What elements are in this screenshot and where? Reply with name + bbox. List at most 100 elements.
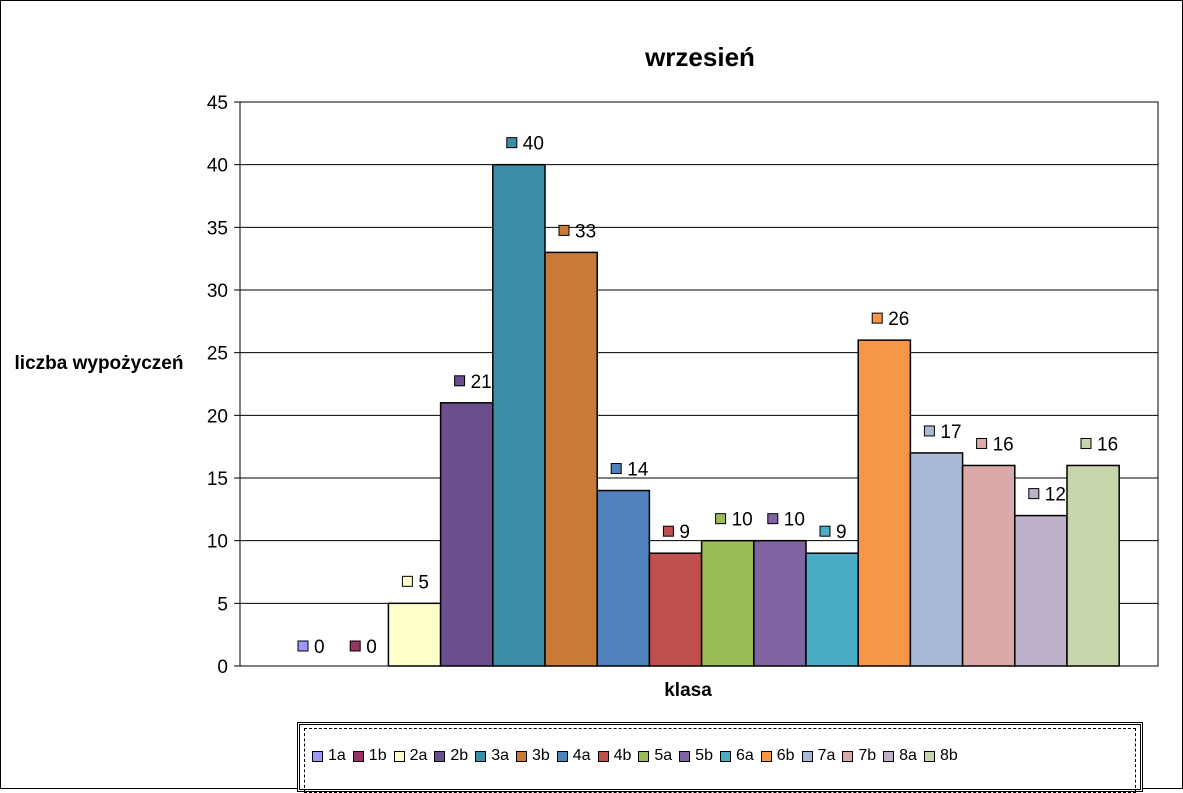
legend-label: 1b: [368, 747, 387, 764]
plot-area: [239, 101, 1159, 667]
data-label-marker: [871, 312, 883, 324]
data-label-marker: [819, 525, 831, 537]
legend-swatch: [760, 750, 772, 762]
legend-label: 4a: [572, 747, 591, 764]
legend-swatch: [434, 750, 446, 762]
bar-4b: [648, 552, 703, 667]
y-tick-label: 35: [207, 218, 228, 239]
legend-label: 5b: [695, 747, 713, 764]
legend-items: 1a 1b 2a 2b 3a 3b 4a 4b 5a 5b 6a 6b 7a 7b 8a 8b: [312, 747, 965, 765]
y-tick-label: 40: [207, 156, 228, 177]
data-label-6b: 26: [888, 309, 909, 330]
legend-swatch: [842, 750, 854, 762]
legend-label: 6b: [776, 747, 795, 764]
data-labels: 0 0 5 21 40 33 14 9 10 10 9 26 17 16 12 16: [297, 134, 1118, 658]
legend-swatch: [475, 750, 487, 762]
data-label-marker: [976, 437, 988, 449]
data-label-marker: [1080, 437, 1092, 449]
legend-swatch: [393, 750, 405, 762]
data-label-2b: 21: [471, 372, 492, 393]
legend-label: 5a: [654, 747, 673, 764]
bar-5b: [753, 539, 807, 667]
y-tick-label: 25: [207, 344, 228, 365]
y-tick-label: 45: [207, 93, 228, 114]
legend-item-6a: 6a: [719, 747, 754, 765]
legend-label: 4b: [613, 747, 632, 764]
legend-swatch: [597, 750, 609, 762]
legend-label: 7b: [858, 747, 877, 764]
legend-label: 7a: [817, 747, 836, 764]
legend-swatch: [801, 750, 813, 762]
y-tick-labels: 0 5 10 15 20 25 30 35 40 45: [207, 93, 240, 678]
data-label-marker: [401, 575, 413, 587]
data-label-marker: [454, 375, 466, 387]
legend-item-7a: 7a: [801, 747, 836, 765]
data-label-4b: 9: [679, 522, 690, 543]
data-label-1a: 0: [314, 637, 325, 658]
data-label-8b: 16: [1097, 434, 1118, 455]
bar-2b: [439, 402, 494, 667]
bar-6b: [857, 339, 912, 667]
legend-label: 1a: [328, 747, 346, 764]
chart-title: wrzesień: [645, 42, 755, 72]
y-tick-label: 20: [207, 406, 228, 427]
data-label-marker: [1028, 488, 1040, 500]
legend-label: 2a: [409, 747, 428, 764]
legend-label: 8a: [899, 747, 917, 764]
bar-3a: [492, 163, 546, 667]
legend-label: 2b: [450, 747, 469, 764]
bar-7a: [909, 452, 964, 667]
y-tick-label: 15: [207, 469, 228, 490]
legend: 1a 1b 2a 2b 3a 3b 4a 4b 5a 5b 6a 6b 7a 7b 8a 8b: [297, 722, 1143, 793]
data-label-3a: 40: [523, 134, 544, 155]
legend-item-8b: 8b: [923, 747, 958, 765]
bar-3b: [544, 251, 598, 667]
legend-item-1a: 1a: [312, 747, 346, 765]
bar-5a: [700, 539, 755, 667]
legend-swatch: [719, 750, 731, 762]
data-label-5b: 10: [784, 510, 805, 531]
legend-swatch: [923, 750, 935, 762]
legend-swatch: [352, 750, 364, 762]
y-tick-label: 0: [217, 657, 228, 678]
bar-6a: [805, 552, 859, 667]
data-label-marker: [558, 224, 570, 236]
y-axis-label: liczba wypożyczeń: [14, 353, 184, 374]
legend-label: 6a: [735, 747, 754, 764]
legend-item-5a: 5a: [638, 747, 672, 765]
legend-item-8a: 8a: [883, 747, 917, 765]
data-label-7a: 17: [940, 422, 961, 443]
bars: [387, 163, 1120, 667]
data-label-2a: 5: [418, 572, 429, 593]
data-label-8a: 12: [1045, 485, 1066, 506]
legend-swatch: [638, 750, 650, 762]
legend-swatch: [556, 750, 568, 762]
legend-label: 3b: [531, 747, 550, 764]
data-label-marker: [349, 640, 361, 652]
data-label-5a: 10: [732, 510, 753, 531]
bar-7b: [961, 464, 1016, 667]
data-label-marker: [506, 137, 518, 149]
legend-item-7b: 7b: [842, 747, 876, 765]
data-label-marker: [662, 525, 674, 537]
legend-swatch: [312, 750, 323, 762]
data-label-marker: [297, 640, 309, 652]
data-label-marker: [923, 425, 935, 437]
legend-item-2a: 2a: [393, 747, 428, 765]
legend-item-4a: 4a: [556, 747, 591, 765]
legend-item-3a: 3a: [475, 747, 509, 765]
bar-4a: [596, 489, 651, 667]
data-label-1b: 0: [366, 637, 377, 658]
data-label-7b: 16: [993, 434, 1014, 455]
bar-8b: [1066, 464, 1120, 667]
legend-item-2b: 2b: [434, 747, 468, 765]
data-label-marker: [767, 513, 779, 525]
data-label-4a: 14: [627, 460, 649, 481]
legend-label: 8b: [939, 747, 958, 764]
legend-swatch: [515, 750, 527, 762]
data-label-marker: [610, 463, 622, 475]
legend-item-1b: 1b: [352, 747, 387, 765]
legend-swatch: [883, 750, 895, 762]
data-label-3b: 33: [575, 221, 596, 242]
